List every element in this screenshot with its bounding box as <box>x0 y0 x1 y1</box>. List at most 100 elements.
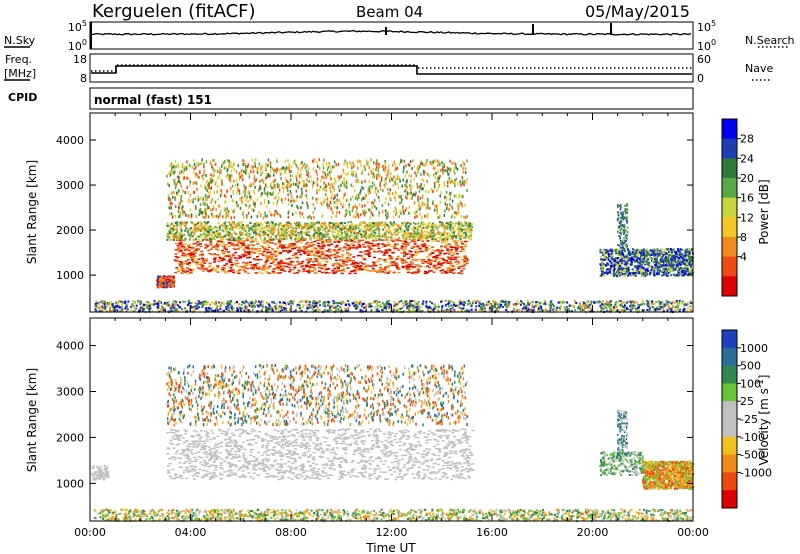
range-cell <box>368 237 370 240</box>
range-cell <box>238 303 241 306</box>
range-cell <box>314 303 317 306</box>
range-cell <box>622 301 625 304</box>
range-cell <box>322 257 326 259</box>
range-cell <box>404 189 406 193</box>
range-cell <box>95 307 98 309</box>
range-cell <box>294 238 297 241</box>
range-cell <box>210 307 213 310</box>
range-cell <box>333 302 336 305</box>
range-cell <box>165 286 168 289</box>
range-cell <box>675 300 678 302</box>
range-cell <box>169 283 172 286</box>
range-cell <box>260 272 264 275</box>
range-cell <box>193 309 195 312</box>
range-cell <box>120 300 123 303</box>
range-cell <box>292 198 294 202</box>
range-cell <box>195 250 199 253</box>
range-cell <box>313 226 316 229</box>
range-cell <box>298 236 301 239</box>
range-cell <box>306 241 310 244</box>
range-cell <box>209 225 211 228</box>
range-cell <box>253 177 256 181</box>
range-cell <box>300 231 303 233</box>
range-cell <box>355 307 358 310</box>
range-cell <box>214 238 217 241</box>
range-cell <box>283 265 287 267</box>
range-cell <box>478 309 481 312</box>
range-cell <box>605 307 608 310</box>
range-cell <box>465 234 468 236</box>
range-cell <box>464 236 467 239</box>
range-cell <box>287 198 290 202</box>
range-cell <box>280 232 283 235</box>
cpid-label: CPID <box>8 91 37 104</box>
range-cell <box>201 260 205 262</box>
range-cell <box>430 260 434 262</box>
range-cell <box>243 244 247 247</box>
range-cell <box>373 256 376 259</box>
range-cell <box>670 308 673 311</box>
range-cell <box>184 229 187 232</box>
range-cell <box>429 225 432 228</box>
range-cell <box>274 268 278 270</box>
range-cell <box>306 300 309 303</box>
range-cell <box>413 241 417 243</box>
range-cell <box>313 233 316 236</box>
range-cell <box>449 237 452 240</box>
range-cell <box>198 175 200 179</box>
range-cell <box>296 226 299 228</box>
nave-tick-top: 60 <box>697 53 711 66</box>
range-cell <box>167 300 170 303</box>
range-cell <box>537 309 540 312</box>
range-cell <box>416 308 419 310</box>
range-cell <box>125 303 128 306</box>
range-cell <box>441 225 444 228</box>
range-cell <box>258 300 261 303</box>
range-cell <box>315 235 318 238</box>
range-cell <box>407 253 411 255</box>
range-cell <box>288 209 290 213</box>
range-cell <box>422 300 425 303</box>
range-cell <box>368 255 371 258</box>
range-cell <box>302 231 305 234</box>
range-cell <box>357 231 360 234</box>
range-cell <box>300 175 302 179</box>
range-cell <box>247 272 251 275</box>
range-cell <box>173 279 175 282</box>
range-cell <box>253 252 257 254</box>
range-cell <box>371 234 374 237</box>
range-cell <box>407 235 410 238</box>
range-cell <box>181 207 184 211</box>
range-cell <box>211 234 214 237</box>
range-cell <box>210 248 213 250</box>
range-cell <box>203 237 206 240</box>
range-cell <box>264 261 268 263</box>
range-cell <box>578 302 581 305</box>
range-cell <box>101 306 104 309</box>
range-cell <box>222 251 226 253</box>
range-cell <box>463 300 466 303</box>
range-cell <box>187 198 190 202</box>
range-cell <box>206 203 208 207</box>
range-cell <box>327 272 331 274</box>
range-cell <box>214 269 218 271</box>
range-cell <box>360 255 363 257</box>
range-cell <box>208 226 211 229</box>
range-cell <box>193 252 197 255</box>
range-cell <box>469 224 472 227</box>
range-cell <box>433 185 436 189</box>
range-cell <box>190 251 194 254</box>
range-cell <box>180 229 183 232</box>
range-cell <box>401 266 405 269</box>
range-cell <box>158 301 161 304</box>
range-cell <box>243 263 247 266</box>
range-cell <box>190 258 194 260</box>
range-cell <box>590 309 593 312</box>
range-cell <box>337 256 341 258</box>
range-cell <box>435 255 439 258</box>
range-cell <box>461 234 464 237</box>
range-cell <box>213 309 216 312</box>
range-cell <box>246 308 248 311</box>
range-cell <box>363 258 367 261</box>
freq-unit: [MHz] <box>4 67 36 80</box>
